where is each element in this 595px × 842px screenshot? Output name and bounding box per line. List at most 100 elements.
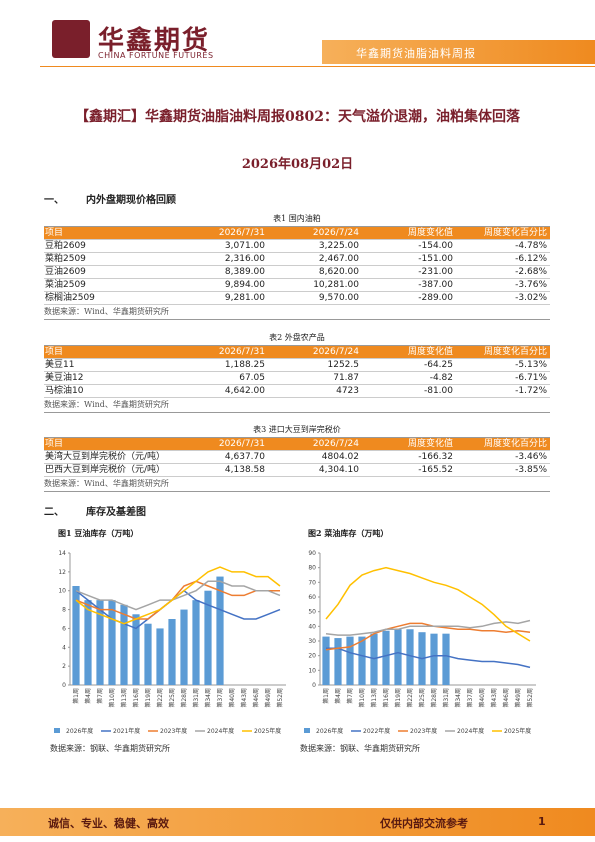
legend-label: 2022年度 [363, 727, 390, 735]
table-row: 豆粕2609 3,071.00 3,225.00 -154.00 -4.78% [44, 240, 550, 253]
table-row: 豆油2609 8,389.00 8,620.00 -231.00 -2.68% [44, 266, 550, 279]
bar [168, 619, 176, 685]
bar [430, 633, 438, 685]
table-caption: 表3 进口大豆到岸完税价 [44, 423, 550, 438]
y-tick-label: 14 [58, 550, 66, 557]
x-tick-label: 第1周 [322, 688, 330, 704]
header-cell: 项目 [45, 347, 64, 357]
table-cell: 1252.5 [327, 360, 360, 370]
section-text: 内外盘期现价格回顾 [86, 195, 176, 206]
x-tick-label: 第31周 [192, 688, 200, 708]
x-tick-label: 第46周 [252, 688, 260, 708]
table-cell: 豆油2609 [45, 267, 86, 277]
table-cell: -64.25 [423, 360, 453, 370]
bar [358, 636, 366, 685]
table-cell: 4,642.00 [224, 386, 265, 396]
x-tick-label: 第10周 [358, 688, 366, 708]
footer-motto: 诚信、专业、稳健、高效 [48, 817, 169, 830]
header-cell: 周度变化百分比 [483, 347, 547, 357]
bar [204, 590, 212, 685]
table-cell: 马棕油10 [45, 386, 84, 396]
x-tick-label: 第25周 [168, 688, 176, 708]
legend-label: 2021年度 [113, 727, 140, 735]
page-number: 1 [538, 815, 546, 828]
x-tick-label: 第46周 [502, 688, 510, 708]
header-tagline: 华鑫期货油脂油料周报 [356, 47, 476, 60]
table-header: 项目 2026/7/31 2026/7/24 周度变化值 周度变化百分比 [44, 438, 550, 451]
footer-bar [0, 808, 595, 836]
table-cell: -151.00 [418, 254, 453, 264]
table-cell: 71.87 [333, 373, 359, 383]
y-tick-label: 80 [308, 565, 316, 572]
line-series [75, 580, 280, 620]
table-cell: 巴西大豆到岸完税价（元/吨） [45, 465, 166, 475]
x-tick-label: 第13周 [120, 688, 128, 708]
y-tick-label: 90 [308, 550, 316, 557]
line-series [75, 566, 281, 625]
y-tick-label: 8 [62, 607, 66, 614]
table-cell: -5.13% [515, 360, 547, 370]
legend-swatch [54, 728, 60, 733]
table-cell: -166.32 [418, 452, 453, 462]
bar [108, 600, 116, 685]
section-number: 二、 [44, 507, 64, 518]
table-cell: 4,637.70 [224, 452, 265, 462]
bar [180, 609, 188, 685]
y-tick-label: 2 [62, 663, 66, 670]
section-heading: 二、 库存及基差图 [44, 503, 146, 518]
table-cell: 4723 [336, 386, 359, 396]
table-cell: -3.85% [515, 465, 547, 475]
legend-label: 2026年度 [316, 727, 343, 735]
table-cell: 美豆油12 [45, 373, 84, 383]
legend-swatch [304, 728, 310, 733]
x-tick-label: 第49周 [514, 688, 522, 708]
footer-notice: 仅供内部交流参考 [380, 817, 468, 830]
header-cell: 周度变化值 [407, 439, 453, 449]
table-cell: 8,620.00 [318, 267, 359, 277]
table-cell: 4804.02 [321, 452, 359, 462]
table-cell: 2,316.00 [224, 254, 265, 264]
line-series [325, 622, 531, 651]
header-cell: 2026/7/31 [218, 228, 265, 238]
table-cell: 9,281.00 [224, 293, 265, 303]
x-tick-label: 第52周 [276, 688, 284, 708]
y-tick-label: 0 [62, 682, 66, 689]
figure-title: 图1 豆油库存（万吨） [58, 528, 139, 538]
bar [84, 600, 92, 685]
table-source: 数据来源：Wind、华鑫期货研究所 [44, 305, 550, 320]
table: 表1 国内油粕 项目 2026/7/31 2026/7/24 周度变化值 周度变化百分比豆… [44, 212, 550, 320]
header-cell: 周度变化百分比 [483, 439, 547, 449]
table-cell: 4,304.10 [318, 465, 359, 475]
x-tick-label: 第40周 [478, 688, 486, 708]
line-series [325, 566, 531, 642]
header-bar [322, 40, 595, 64]
legend-label: 2026年度 [66, 727, 93, 735]
legend-label: 2024年度 [457, 727, 484, 735]
y-tick-label: 30 [308, 638, 316, 645]
x-tick-label: 第22周 [156, 688, 164, 708]
table-caption: 表2 外盘农产品 [44, 331, 550, 346]
x-tick-label: 第28周 [180, 688, 188, 708]
chart: 0 2 4 6 8 10 12 14 第1周 第4周 第7周 第10周 第13周 第16周 第19周 第22周… [54, 550, 286, 735]
x-tick-label: 第7周 [96, 688, 104, 704]
y-tick-label: 6 [62, 625, 66, 632]
header-cell: 周度变化值 [407, 347, 453, 357]
table-cell: 菜粕2509 [45, 254, 86, 264]
section-number: 一、 [44, 195, 64, 206]
logo-icon [52, 20, 90, 58]
y-tick-label: 0 [312, 682, 316, 689]
table-cell: -387.00 [418, 280, 453, 290]
x-tick-label: 第7周 [346, 688, 354, 704]
line-series [325, 619, 531, 636]
bar [346, 636, 354, 685]
line-series [75, 580, 281, 611]
y-tick-label: 60 [308, 594, 316, 601]
table-cell: -6.71% [515, 373, 547, 383]
x-tick-label: 第1周 [72, 688, 80, 704]
x-tick-label: 第19周 [394, 688, 402, 708]
x-tick-label: 第13周 [370, 688, 378, 708]
table-cell: 1,188.25 [224, 360, 265, 370]
y-tick-label: 10 [58, 588, 66, 595]
logo-subtext: CHINA FORTUNE FUTURES [98, 51, 214, 60]
